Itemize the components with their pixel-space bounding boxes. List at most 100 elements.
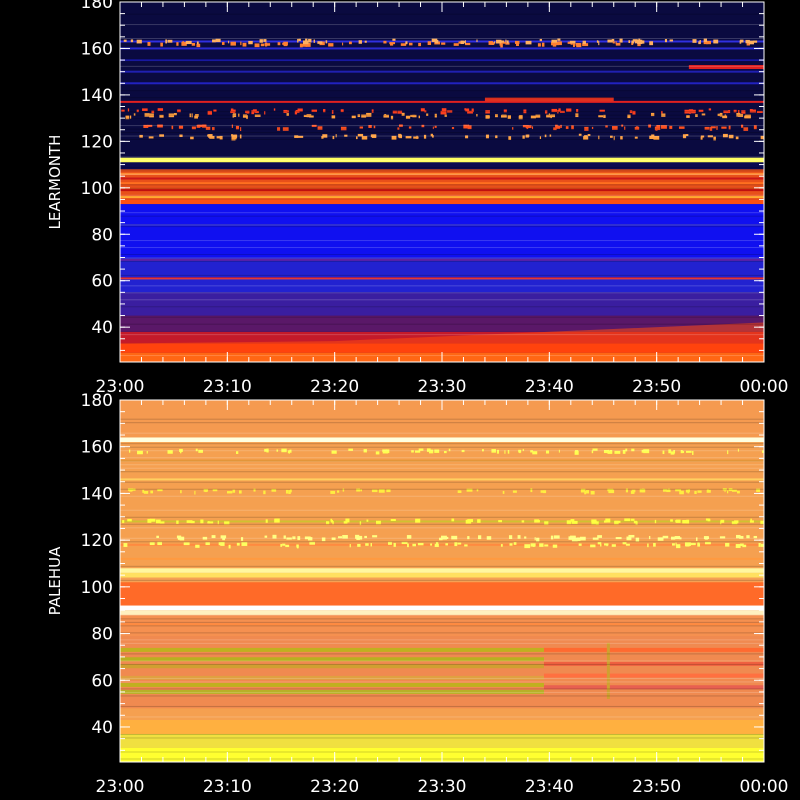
burst-mark [159, 114, 164, 118]
y-tick-label: 160 [81, 39, 113, 59]
burst-mark [297, 38, 299, 43]
burst-mark [179, 448, 183, 452]
burst-mark [544, 134, 547, 138]
burst-mark [264, 43, 271, 46]
burst-mark [331, 110, 334, 114]
emission-line [120, 172, 764, 175]
emission-line [120, 543, 764, 546]
burst-mark [215, 38, 221, 43]
texture-line [120, 58, 764, 60]
burst-mark [397, 110, 403, 114]
burst-mark [361, 114, 367, 118]
burst-mark [242, 114, 248, 118]
burst-mark [239, 134, 242, 139]
burst-mark [675, 519, 679, 523]
burst-mark [332, 135, 335, 140]
burst-mark [342, 42, 344, 46]
burst-mark [530, 488, 533, 493]
burst-mark [673, 450, 676, 454]
texture-line [120, 688, 764, 690]
burst-mark [478, 535, 482, 540]
burst-mark [619, 38, 623, 43]
burst-mark [512, 127, 514, 130]
x-tick-label: 23:00 [96, 377, 145, 397]
burst-mark [180, 490, 182, 494]
burst-mark [426, 448, 431, 452]
y-tick-label: 60 [91, 671, 113, 691]
burst-row [143, 124, 757, 131]
burst-mark [213, 109, 217, 112]
burst-mark [551, 41, 557, 46]
burst-mark [360, 489, 363, 492]
burst-mark [539, 543, 544, 547]
burst-mark [611, 38, 615, 42]
burst-mark [494, 41, 496, 44]
burst-mark [692, 39, 697, 43]
burst-mark [585, 490, 589, 494]
burst-mark [587, 134, 591, 137]
burst-mark [157, 124, 163, 128]
burst-mark [596, 40, 599, 43]
burst-mark [392, 110, 397, 114]
texture-line [120, 159, 764, 161]
burst-mark [264, 535, 268, 538]
x-tick-label: 23:50 [632, 777, 681, 797]
burst-mark [431, 38, 438, 43]
texture-line [120, 677, 764, 679]
burst-mark [637, 40, 643, 45]
burst-mark [695, 537, 698, 541]
burst-row [139, 133, 764, 141]
burst-mark [447, 110, 453, 113]
texture-line [120, 173, 764, 175]
emission-segment [543, 647, 764, 652]
burst-mark [323, 109, 326, 113]
burst-mark [397, 127, 400, 130]
burst-mark [167, 39, 173, 43]
burst-mark [139, 134, 143, 138]
emission-line [120, 258, 764, 261]
burst-mark [150, 490, 154, 494]
emission-segment [543, 661, 764, 666]
burst-mark [526, 126, 529, 130]
burst-mark [706, 40, 711, 45]
burst-mark [576, 43, 582, 48]
burst-mark [647, 543, 649, 548]
burst-mark [507, 449, 510, 454]
burst-mark [298, 38, 301, 42]
burst-mark [232, 489, 236, 493]
burst-mark [744, 115, 750, 119]
burst-mark [355, 136, 358, 140]
burst-mark [549, 134, 552, 137]
burst-mark [313, 39, 316, 43]
burst-mark [432, 126, 434, 130]
burst-mark [357, 133, 364, 137]
burst-mark [550, 114, 552, 119]
burst-mark [571, 125, 574, 130]
burst-mark [542, 490, 546, 494]
burst-mark [342, 488, 345, 492]
burst-mark [272, 534, 277, 539]
burst-mark [620, 136, 623, 140]
burst-mark [191, 113, 193, 118]
burst-mark [503, 109, 507, 113]
burst-mark [633, 520, 637, 524]
burst-mark [544, 544, 549, 547]
burst-mark [629, 110, 633, 114]
emission-line [120, 557, 764, 560]
burst-mark [415, 518, 421, 523]
burst-mark [190, 136, 194, 140]
burst-mark [495, 135, 498, 139]
burst-mark [698, 41, 701, 45]
texture-line [120, 184, 764, 186]
burst-mark [283, 109, 288, 113]
texture-line [120, 579, 764, 581]
burst-mark [260, 43, 265, 47]
burst-mark [241, 542, 248, 546]
burst-mark [427, 41, 432, 45]
texture-line [120, 260, 764, 262]
burst-mark [308, 38, 312, 43]
burst-mark [222, 537, 226, 541]
burst-mark [728, 488, 733, 492]
texture-line [120, 97, 764, 99]
burst-mark [704, 126, 710, 130]
